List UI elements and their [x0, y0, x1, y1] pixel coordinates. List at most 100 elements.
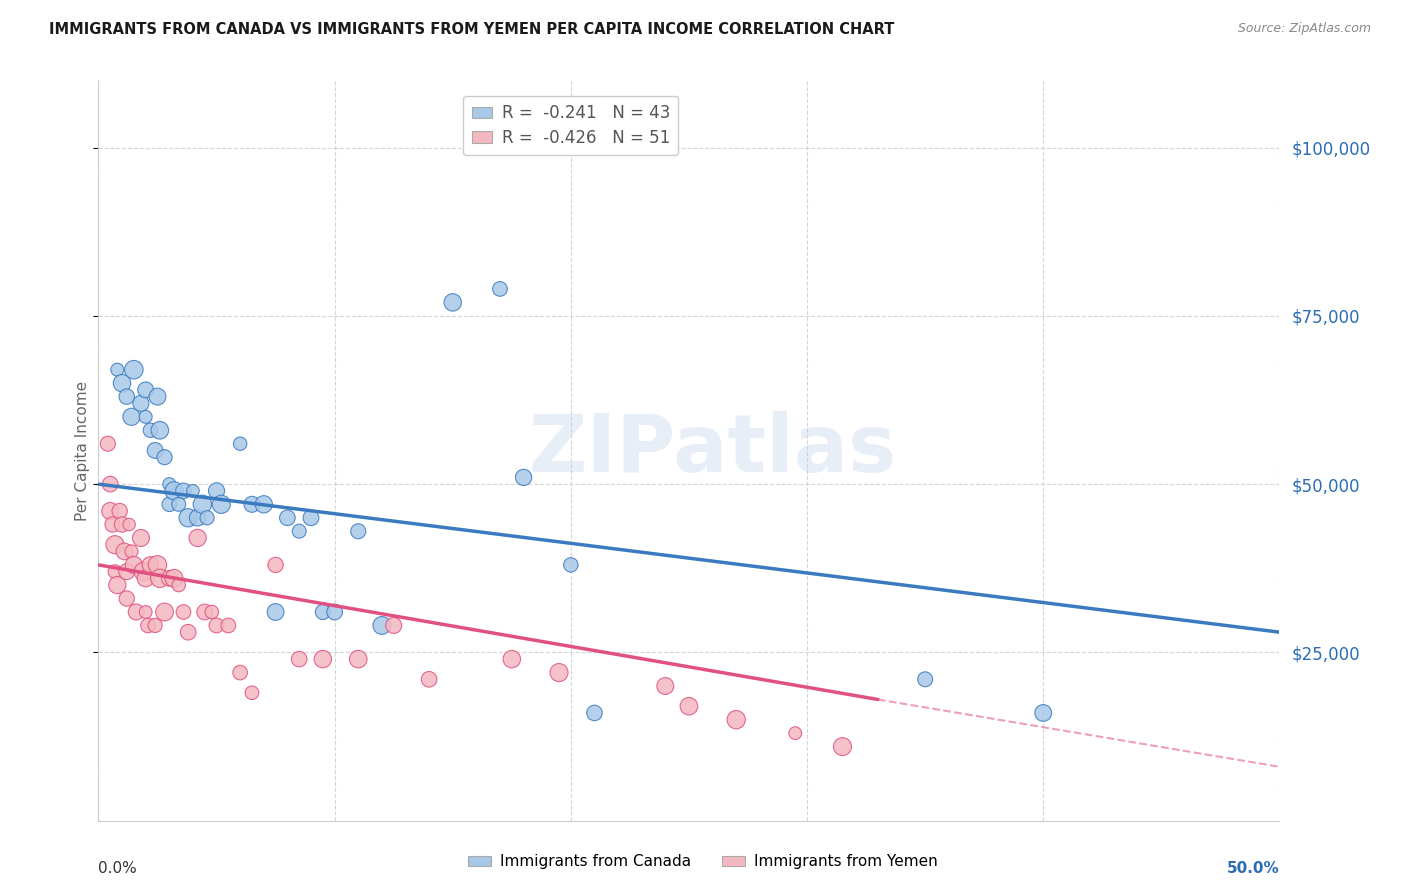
Point [548, 665, 571, 680]
Point [149, 423, 172, 437]
Point [560, 558, 582, 572]
Point [240, 686, 263, 700]
Point [149, 571, 172, 585]
Point [122, 558, 145, 572]
Point [167, 497, 190, 511]
Point [121, 409, 143, 424]
Legend: R =  -0.241   N = 43, R =  -0.426   N = 51: R = -0.241 N = 43, R = -0.426 N = 51 [464, 96, 678, 155]
Point [371, 618, 394, 632]
Point [229, 665, 252, 680]
Point [177, 625, 200, 640]
Point [299, 510, 322, 524]
Point [104, 538, 127, 552]
Point [163, 571, 186, 585]
Text: 0.0%: 0.0% [98, 862, 138, 876]
Point [831, 739, 853, 754]
Point [194, 605, 217, 619]
Point [240, 497, 263, 511]
Point [132, 565, 155, 579]
Point [205, 483, 228, 498]
Point [209, 497, 232, 511]
Point [654, 679, 676, 693]
Point [98, 477, 121, 491]
Point [167, 578, 190, 592]
Point [157, 477, 180, 491]
Text: IMMIGRANTS FROM CANADA VS IMMIGRANTS FROM YEMEN PER CAPITA INCOME CORRELATION CH: IMMIGRANTS FROM CANADA VS IMMIGRANTS FRO… [49, 22, 894, 37]
Point [288, 524, 311, 539]
Point [111, 376, 134, 391]
Point [105, 578, 128, 592]
Point [146, 558, 169, 572]
Point [129, 396, 152, 410]
Point [172, 605, 194, 619]
Point [163, 483, 186, 498]
Point [115, 565, 138, 579]
Point [288, 652, 311, 666]
Point [501, 652, 523, 666]
Point [143, 443, 166, 458]
Point [264, 558, 287, 572]
Point [143, 618, 166, 632]
Point [135, 571, 157, 585]
Point [104, 565, 127, 579]
Point [177, 510, 200, 524]
Point [678, 699, 700, 714]
Point [101, 517, 124, 532]
Point [205, 618, 228, 632]
Point [172, 483, 194, 498]
Point [129, 531, 152, 545]
Point [382, 618, 405, 632]
Point [157, 497, 180, 511]
Point [512, 470, 534, 484]
Point [139, 558, 162, 572]
Point [135, 409, 157, 424]
Point [146, 390, 169, 404]
Point [217, 618, 239, 632]
Point [122, 362, 145, 376]
Point [191, 497, 214, 511]
Point [105, 362, 128, 376]
Point [276, 510, 298, 524]
Point [115, 591, 138, 606]
Point [312, 605, 335, 619]
Point [264, 605, 287, 619]
Point [347, 652, 370, 666]
Point [115, 390, 138, 404]
Point [489, 282, 512, 296]
Point [121, 544, 143, 558]
Point [418, 673, 440, 687]
Point [135, 383, 157, 397]
Point [187, 510, 209, 524]
Point [157, 571, 180, 585]
Point [111, 517, 134, 532]
Point [1032, 706, 1054, 720]
Point [312, 652, 335, 666]
Point [441, 295, 464, 310]
Point [195, 510, 218, 524]
Point [323, 605, 346, 619]
Point [583, 706, 606, 720]
Point [785, 726, 807, 740]
Point [135, 605, 157, 619]
Point [118, 517, 141, 532]
Point [725, 713, 748, 727]
Point [139, 423, 162, 437]
Text: Source: ZipAtlas.com: Source: ZipAtlas.com [1237, 22, 1371, 36]
Point [914, 673, 936, 687]
Point [201, 605, 224, 619]
Point [153, 450, 176, 465]
Point [253, 497, 276, 511]
Point [181, 483, 204, 498]
Point [112, 544, 135, 558]
Point [97, 436, 120, 450]
Point [108, 504, 131, 518]
Point [98, 504, 121, 518]
Point [187, 531, 209, 545]
Point [347, 524, 370, 539]
Point [125, 605, 148, 619]
Legend: Immigrants from Canada, Immigrants from Yemen: Immigrants from Canada, Immigrants from … [463, 848, 943, 875]
Text: 50.0%: 50.0% [1226, 862, 1279, 876]
Y-axis label: Per Capita Income: Per Capita Income [75, 380, 90, 521]
Point [153, 605, 176, 619]
Point [229, 436, 252, 450]
